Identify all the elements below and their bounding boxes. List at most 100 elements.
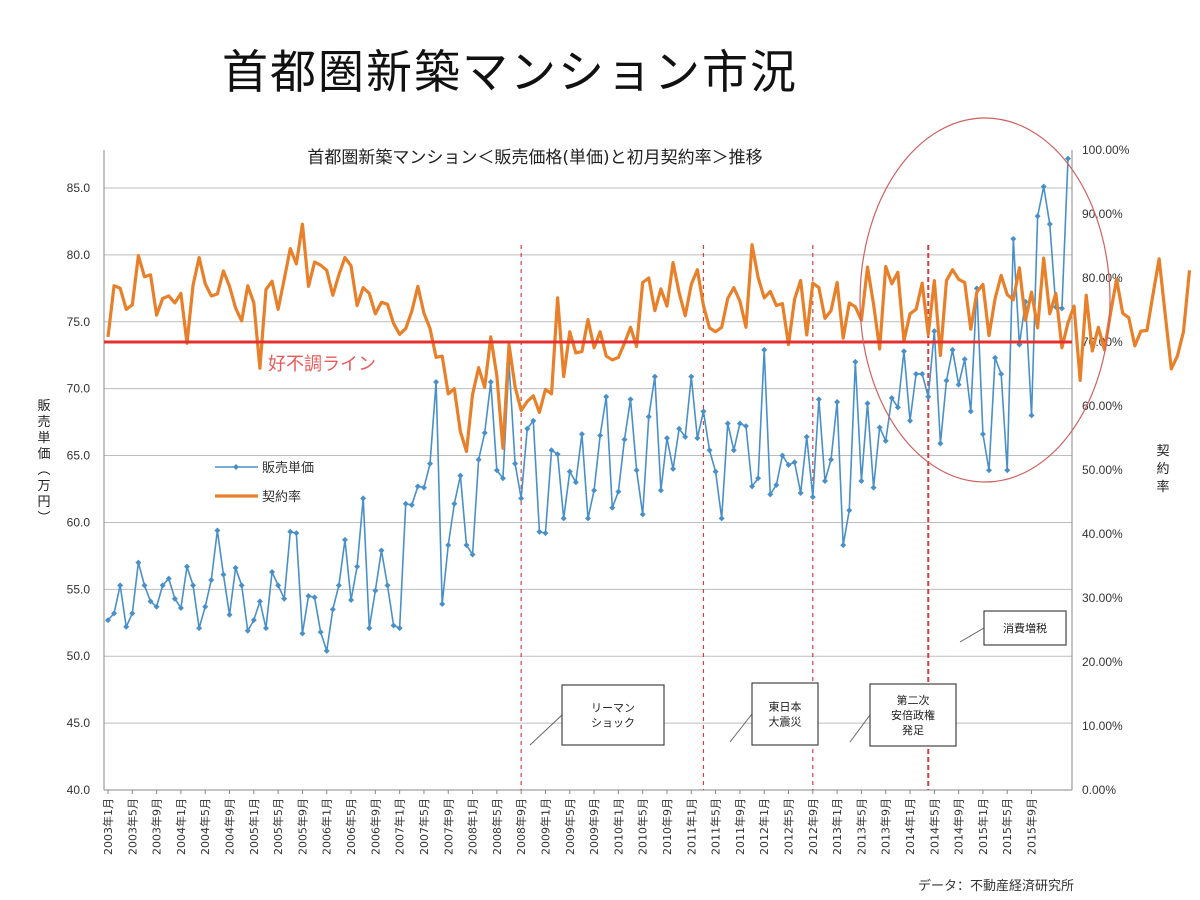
price-point	[171, 595, 178, 602]
price-point	[676, 425, 683, 432]
price-point	[591, 487, 598, 494]
price-point	[341, 536, 348, 543]
callout-text: ショック	[591, 717, 635, 730]
price-point	[250, 617, 257, 624]
price-point	[755, 475, 762, 482]
left-y-tick-label: 50.0	[67, 649, 91, 663]
price-point	[141, 582, 148, 589]
price-point	[949, 346, 956, 353]
left-y-tick-label: 40.0	[67, 783, 91, 797]
price-point	[554, 451, 561, 458]
left-y-tick-label: 65.0	[67, 449, 91, 463]
left-y-tick-label: 70.0	[67, 382, 91, 396]
left-y-tick-label: 60.0	[67, 515, 91, 529]
price-point	[542, 530, 549, 537]
price-point	[360, 495, 367, 502]
left-axis-title-char: 万	[37, 479, 50, 494]
price-point	[888, 395, 895, 402]
x-tick-label: 2004年1月	[174, 798, 188, 855]
x-tick-label: 2011年9月	[733, 798, 747, 855]
price-point	[560, 515, 567, 522]
left-y-ticks: 40.0 45.0 50.0 55.0 60.0 65.0 70.0 75.0 80.0 85.0	[67, 181, 91, 797]
price-point	[742, 423, 749, 430]
chart-title: 首都圏新築マンション＜販売価格(単価)と初月契約率＞推移	[307, 148, 762, 168]
series-price	[105, 155, 1071, 654]
price-point	[688, 373, 695, 380]
price-point	[329, 606, 336, 613]
price-point	[299, 630, 306, 637]
callout-box	[751, 682, 819, 746]
price-point	[1065, 155, 1071, 162]
legend-price-label: 販売単価	[262, 460, 314, 476]
price-point	[979, 431, 986, 438]
price-point	[427, 460, 434, 467]
left-y-tick-label: 80.0	[67, 248, 91, 262]
price-point	[226, 611, 233, 618]
right-y-ticks: 0.00% 10.00% 20.00% 30.00% 40.00% 50.00% 60.00…	[1082, 143, 1130, 797]
x-tick-label: 2015年5月	[1000, 798, 1014, 855]
price-point	[670, 465, 677, 472]
price-point	[390, 622, 397, 629]
price-point	[530, 417, 537, 424]
price-point	[682, 433, 689, 440]
price-point	[1028, 412, 1035, 419]
price-point	[578, 431, 585, 438]
price-point	[214, 527, 221, 534]
left-axis-title-char: 販	[37, 399, 50, 414]
callout-text: 消費増税	[1003, 621, 1047, 635]
price-point	[961, 356, 968, 363]
price-point	[548, 447, 555, 454]
price-point	[773, 481, 780, 488]
price-point	[408, 502, 415, 509]
price-point	[420, 484, 427, 491]
price-point	[876, 424, 883, 431]
price-point	[220, 571, 227, 578]
callout-leader	[529, 714, 563, 746]
right-axis-title-char: 率	[1156, 479, 1169, 495]
x-tick-label: 2008年9月	[514, 798, 528, 855]
callout-text: リーマン	[591, 702, 635, 715]
right-y-tick-label: 80.00%	[1082, 271, 1123, 285]
x-tick-label: 2010年1月	[611, 798, 625, 855]
price-point	[123, 623, 130, 630]
x-tick-label: 2013年1月	[830, 798, 844, 855]
price-point	[645, 413, 652, 420]
price-point	[105, 617, 111, 624]
highlight-ellipse	[859, 117, 1111, 483]
right-y-tick-label: 10.00%	[1082, 719, 1123, 733]
x-tick-label: 2007年9月	[441, 798, 455, 855]
price-point	[846, 507, 853, 514]
x-tick-label: 2004年9月	[223, 798, 237, 855]
price-point	[955, 381, 962, 388]
price-point	[414, 483, 421, 490]
price-point	[724, 420, 731, 427]
price-point	[433, 378, 440, 385]
price-point	[499, 475, 506, 482]
price-point	[457, 472, 464, 479]
price-point	[262, 625, 269, 632]
left-y-tick-label: 75.0	[67, 315, 91, 329]
price-point	[663, 435, 670, 442]
callout-text: 東日本	[769, 700, 802, 714]
left-axis-title-char: ︶	[37, 511, 50, 526]
price-point	[736, 420, 743, 427]
price-point	[834, 399, 841, 406]
x-tick-label: 2008年1月	[466, 798, 480, 855]
x-tick-label: 2004年5月	[198, 798, 212, 855]
price-point	[809, 494, 816, 501]
price-point	[469, 551, 476, 558]
x-tick-label: 2008年5月	[490, 798, 504, 855]
callout-box	[983, 610, 1067, 646]
x-tick-label: 2003年1月	[101, 798, 115, 855]
price-point	[967, 408, 974, 415]
price-point	[651, 373, 658, 380]
price-point	[609, 504, 616, 511]
price-point	[208, 576, 215, 583]
callout-text: 第二次	[897, 693, 930, 707]
price-point	[627, 396, 634, 403]
price-point	[597, 432, 604, 439]
threshold-line: 好不調ライン	[104, 340, 1072, 375]
price-point	[275, 582, 282, 589]
